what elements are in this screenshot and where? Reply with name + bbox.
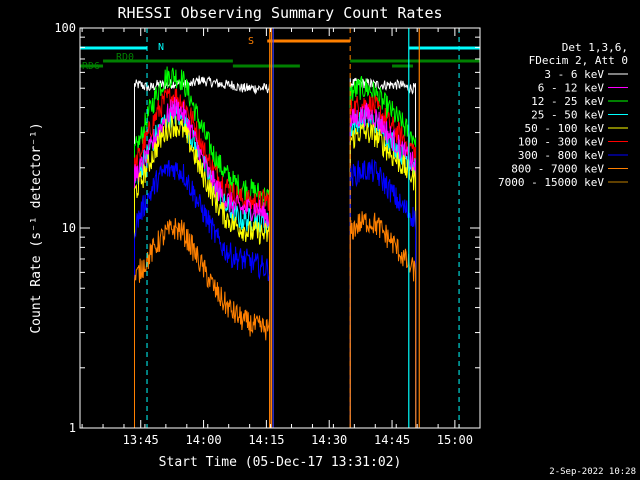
series-line-6-12-kev-seg0 — [134, 96, 271, 428]
series-800-7000-kev — [134, 211, 417, 428]
series-300-800-kev — [134, 159, 417, 428]
legend-label-12-25-kev: 12 - 25 keV — [531, 95, 604, 108]
y-tick-label-0: 1 — [69, 421, 76, 435]
timestamp: 2-Sep-2022 10:28 — [549, 467, 636, 477]
series-line-800-7000-kev-seg0 — [134, 218, 271, 428]
series-25-50-kev — [134, 104, 417, 428]
plot-frame — [79, 27, 481, 429]
chart-title: RHESSI Observing Summary Count Rates — [117, 4, 442, 22]
x-tick-label-1: 14:00 — [185, 433, 221, 447]
flag-label-n: N — [158, 42, 164, 53]
x-tick-label-5: 15:00 — [437, 433, 473, 447]
series-line-50-100-kev-seg1 — [349, 122, 417, 428]
plot-area — [134, 66, 417, 428]
x-tick-label-4: 14:45 — [374, 433, 410, 447]
x-tick-label-3: 14:30 — [311, 433, 347, 447]
legend-label-800-7000-kev: 800 - 7000 keV — [511, 163, 604, 176]
flag-label-rd6: RD6 — [82, 61, 100, 72]
flag-label-rd0: RD0 — [116, 52, 134, 63]
series-line-300-800-kev-seg0 — [134, 159, 271, 428]
series-50-100-kev — [134, 115, 417, 428]
x-tick-label-0: 13:45 — [123, 433, 159, 447]
legend-label-6-12-kev: 6 - 12 keV — [538, 82, 605, 95]
x-tick-label-2: 14:15 — [248, 433, 284, 447]
vertical-markers — [269, 28, 420, 428]
series-6-12-kev — [134, 96, 417, 428]
legend-label-300-800-kev: 300 - 800 keV — [518, 149, 604, 162]
axes: 13:45 14:00 14:15 14:30 14:45 15:00 1 10 100 — [54, 21, 481, 447]
y-axis-label: Count Rate (s⁻¹ detector⁻¹) — [29, 122, 44, 333]
series-line-800-7000-kev-seg1 — [349, 211, 417, 428]
legend-header-1: Det 1,3,6, — [562, 41, 628, 54]
series-100-300-kev — [134, 88, 417, 428]
series-line-300-800-kev-seg1 — [349, 159, 417, 428]
legend-label-25-50-kev: 25 - 50 keV — [531, 109, 604, 122]
legend-header-2: FDecim 2, Att 0 — [529, 54, 628, 67]
legend-label-100-300-kev: 100 - 300 keV — [518, 136, 604, 149]
series-line-50-100-kev-seg0 — [134, 115, 271, 428]
legend-label-3-6-kev: 3 - 6 keV — [544, 68, 604, 81]
legend-label-50-100-kev: 50 - 100 keV — [525, 122, 605, 135]
y-tick-label-2: 100 — [54, 21, 76, 35]
series-line-12-25-kev-seg1 — [349, 75, 417, 428]
legend-label-7000-15000-kev: 7000 - 15000 keV — [498, 176, 604, 189]
x-axis-label: Start Time (05-Dec-17 13:31:02) — [159, 455, 402, 470]
series-line-6-12-kev-seg1 — [349, 102, 417, 428]
series-line-3-6-kev-seg0 — [134, 75, 271, 428]
flag-bars: N S RD0 RD6 — [80, 28, 480, 428]
y-tick-label-1: 10 — [62, 221, 76, 235]
flag-label-s: S — [248, 36, 254, 47]
